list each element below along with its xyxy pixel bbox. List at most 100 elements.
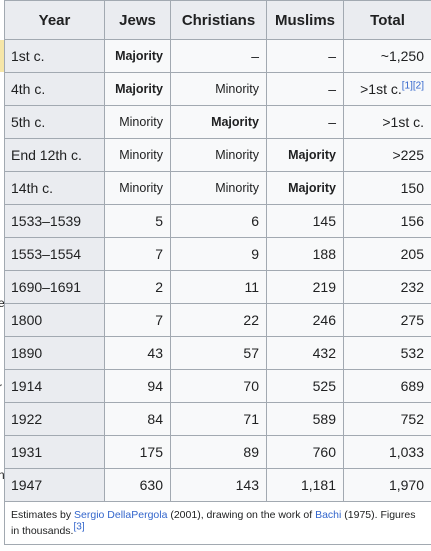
muslims-cell: 760 [266,435,344,469]
total-value: 232 [400,279,424,295]
christians-cell: 9 [170,237,267,271]
christians-cell: 22 [170,303,267,337]
jews-value: 630 [139,477,163,493]
jews-cell: Majority [104,39,171,73]
jews-value: Minority [119,148,163,162]
total-cell: >225 [343,138,431,172]
christians-value: – [251,48,259,64]
total-cell: >1st c.[1][2] [343,72,431,106]
christians-value: 57 [243,345,259,361]
footnote-ref-2[interactable]: [2] [412,80,424,92]
christians-cell: Minority [170,72,267,106]
christians-value: 22 [243,312,259,328]
total-cell: 232 [343,270,431,304]
muslims-cell: 432 [266,336,344,370]
footnote-ref-3[interactable]: [3] [73,521,85,533]
muslims-value: 525 [312,378,336,394]
total-value: 1,033 [388,444,424,460]
bachi-link[interactable]: Bachi [315,509,342,521]
sergio-dellapergola-link[interactable]: Sergio DellaPergola [74,509,168,521]
christians-value: Minority [215,181,259,195]
muslims-cell: – [266,72,344,106]
header-row: Year Jews Christians Muslims Total [4,0,431,40]
jews-value: Majority [115,49,163,63]
christians-value: 70 [243,378,259,394]
table-row: 1922 84 71 589 752 [4,402,431,436]
muslims-value: 1,181 [300,477,336,493]
table-row: 1947 630 143 1,181 1,970 [4,468,431,502]
jews-cell: Minority [104,138,171,172]
year-cell: 1947 [4,468,105,502]
header-christians: Christians [170,0,267,40]
total-value: 275 [400,312,424,328]
year-cell: 1914 [4,369,105,403]
jews-cell: 94 [104,369,171,403]
table-row: 1890 43 57 432 532 [4,336,431,370]
muslims-cell: – [266,39,344,73]
table-row: End 12th c. Minority Minority Majority >225 [4,138,431,172]
table-row: 1533–1539 5 6 145 156 [4,204,431,238]
header-muslims: Muslims [266,0,344,40]
table-body: 1st c. Majority – – ~1,250 4th c. Majority Mino… [4,39,431,502]
total-value: 689 [400,378,424,394]
jews-value: 7 [155,246,163,262]
table-row: 1553–1554 7 9 188 205 [4,237,431,271]
jews-cell: Minority [104,105,171,139]
table-row: 14th c. Minority Minority Majority 150 [4,171,431,205]
left-gutter [0,0,4,551]
total-cell: 689 [343,369,431,403]
christians-cell: – [170,39,267,73]
gutter-fragment-g1: e [0,296,5,310]
footnote-ref-1[interactable]: [1] [401,80,413,92]
muslims-value: – [328,81,336,97]
muslims-cell: – [266,105,344,139]
total-value: ~1,250 [380,48,424,64]
jews-value: 43 [147,345,163,361]
jews-cell: Majority [104,72,171,106]
christians-value: Minority [215,82,259,96]
highlight-stripe [0,40,4,72]
footnote-cell: Estimates by Sergio DellaPergola (2001),… [4,501,431,545]
muslims-cell: Majority [266,171,344,205]
year-cell: 1922 [4,402,105,436]
total-cell: 1,033 [343,435,431,469]
christians-value: Majority [211,115,259,129]
jews-cell: 43 [104,336,171,370]
year-cell: 1931 [4,435,105,469]
table-row: 1914 94 70 525 689 [4,369,431,403]
jews-cell: 2 [104,270,171,304]
christians-cell: Majority [170,105,267,139]
total-cell: 532 [343,336,431,370]
total-cell: 752 [343,402,431,436]
jews-value: 175 [139,444,163,460]
muslims-value: 219 [312,279,336,295]
total-value: >1st c. [382,114,424,130]
year-cell: 1st c. [4,39,105,73]
jews-cell: 7 [104,237,171,271]
christians-value: Minority [215,148,259,162]
christians-value: 11 [244,279,259,295]
header-year: Year [4,0,105,40]
muslims-cell: 246 [266,303,344,337]
muslims-cell: 525 [266,369,344,403]
christians-cell: 6 [170,204,267,238]
total-cell: >1st c. [343,105,431,139]
year-cell: End 12th c. [4,138,105,172]
table-row: 4th c. Majority Minority – >1st c.[1][2] [4,72,431,106]
muslims-cell: 1,181 [266,468,344,502]
year-cell: 1890 [4,336,105,370]
christians-value: 71 [243,411,259,427]
muslims-cell: 145 [266,204,344,238]
jews-value: 94 [147,378,163,394]
table-row: 1800 7 22 246 275 [4,303,431,337]
footnote-prefix: Estimates by [11,509,75,521]
christians-cell: 143 [170,468,267,502]
total-cell: 205 [343,237,431,271]
muslims-value: 246 [312,312,336,328]
jews-value: Minority [119,115,163,129]
jews-value: 5 [155,213,163,229]
christians-cell: 11 [170,270,267,304]
christians-cell: 71 [170,402,267,436]
total-value: 1,970 [388,477,424,493]
muslims-value: Majority [288,148,336,162]
